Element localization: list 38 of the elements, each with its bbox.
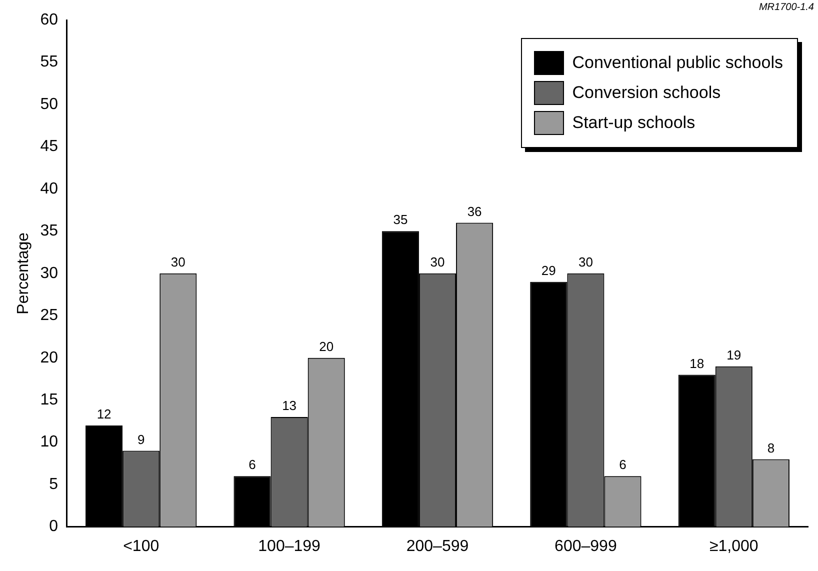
y-tick-label: 40 — [40, 180, 58, 198]
data-label: 30 — [430, 254, 445, 270]
legend-label: Conventional public schools — [572, 53, 783, 73]
y-tick-label: 45 — [40, 138, 58, 156]
y-tick-label: 15 — [40, 392, 58, 409]
data-label: 8 — [767, 440, 775, 456]
data-label: 12 — [96, 406, 112, 422]
y-tick-label: 50 — [40, 96, 58, 113]
data-label: 20 — [319, 338, 334, 354]
data-label: 18 — [690, 356, 704, 371]
x-tick-label: <100 — [123, 538, 160, 555]
data-label: 6 — [248, 457, 256, 472]
y-tick-label: 0 — [49, 518, 58, 536]
text: MR1700-1.4 — [758, 2, 814, 13]
data-label: 29 — [541, 262, 556, 278]
data-label: 36 — [467, 204, 482, 219]
data-label: 19 — [726, 347, 742, 362]
x-tick-label: 600–999 — [554, 538, 617, 555]
data-label: 13 — [282, 398, 297, 414]
y-tick-label: 30 — [40, 264, 58, 282]
x-tick-label: ≥1,000 — [709, 538, 758, 555]
y-axis-title: Percentage — [15, 232, 32, 314]
y-tick-label: 55 — [40, 54, 58, 71]
y-tick-label: 5 — [49, 476, 58, 493]
data-label: 9 — [137, 432, 145, 447]
data-label: 6 — [619, 457, 626, 472]
legend-label: Conversion schools — [572, 83, 721, 103]
x-tick-label: 200–599 — [406, 538, 469, 555]
legend-label: Start-up schools — [572, 113, 696, 133]
x-tick-label: 100–199 — [258, 538, 321, 555]
data-label: 30 — [578, 254, 593, 270]
y-tick-label: 20 — [40, 349, 58, 366]
y-tick-label: 25 — [40, 307, 58, 324]
y-tick-label: 10 — [40, 434, 58, 451]
data-label: 30 — [170, 254, 186, 270]
y-tick-label: 35 — [40, 222, 58, 240]
data-label: 35 — [393, 212, 408, 228]
y-tick-label: 60 — [40, 11, 58, 28]
